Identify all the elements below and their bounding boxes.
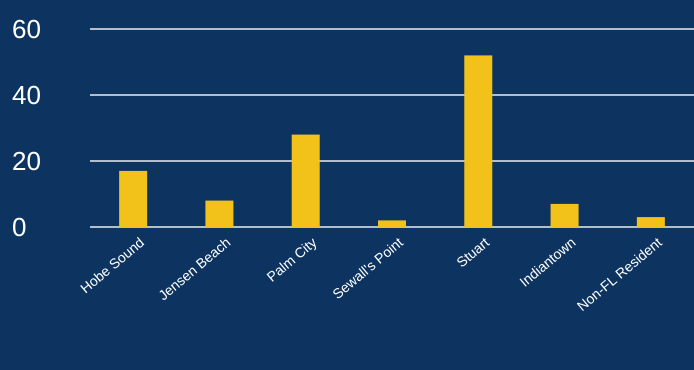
y-tick-label: 60 bbox=[12, 14, 41, 44]
bar-jensen-beach bbox=[205, 200, 234, 227]
bar-non-fl-resident bbox=[636, 217, 665, 227]
gridlines bbox=[90, 28, 694, 228]
y-axis-ticks: 0 20 40 60 bbox=[12, 14, 41, 242]
bar-stuart bbox=[464, 55, 493, 228]
x-tick-label: Palm City bbox=[263, 234, 319, 285]
bar-hobe-sound bbox=[119, 170, 148, 227]
x-tick-label: Stuart bbox=[453, 234, 492, 270]
x-tick-label: Indiantown bbox=[516, 234, 578, 290]
x-axis-ticks: Hobe Sound Jensen Beach Palm City Sewall's … bbox=[77, 234, 665, 314]
y-tick-label: 0 bbox=[12, 212, 26, 242]
y-tick-label: 40 bbox=[12, 80, 41, 110]
x-tick-label: Hobe Sound bbox=[77, 234, 147, 296]
x-tick-label: Jensen Beach bbox=[155, 234, 233, 303]
x-tick-label: Non-FL Resident bbox=[574, 234, 665, 314]
bars bbox=[119, 55, 665, 228]
x-tick-label: Sewall's Point bbox=[329, 234, 406, 302]
bar-indiantown bbox=[550, 203, 579, 227]
bar-sewall-s-point bbox=[378, 220, 406, 227]
bar-palm-city bbox=[291, 134, 320, 227]
y-tick-label: 20 bbox=[12, 146, 41, 176]
